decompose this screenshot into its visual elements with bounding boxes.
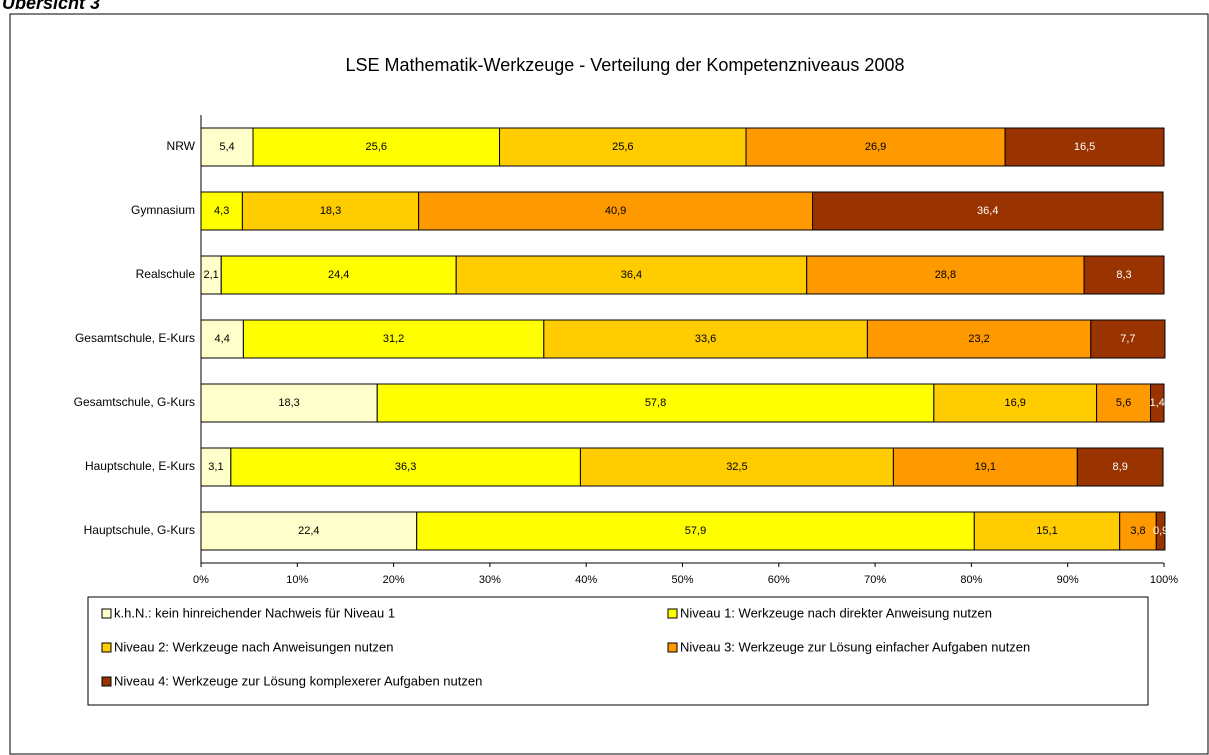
chart-title: LSE Mathematik-Werkzeuge - Verteilung de… xyxy=(346,55,905,75)
data-label: 32,5 xyxy=(726,461,747,473)
y-tick-label: NRW xyxy=(167,139,196,153)
bar-segment xyxy=(1083,255,1165,295)
data-label: 24,4 xyxy=(328,269,349,281)
data-label: 5,6 xyxy=(1116,397,1131,409)
data-label: 8,3 xyxy=(1116,269,1131,281)
data-label: 57,9 xyxy=(685,525,706,537)
bar-segment xyxy=(499,127,747,167)
bar-segment xyxy=(1076,447,1164,487)
bar-segment xyxy=(1004,127,1165,167)
bar-segment xyxy=(1119,511,1157,551)
x-tick-label: 100% xyxy=(1150,574,1178,586)
bar-segment xyxy=(416,511,975,551)
bar-segment xyxy=(973,511,1121,551)
data-label: 33,6 xyxy=(695,333,716,345)
legend-label: Niveau 2: Werkzeuge nach Anweisungen nut… xyxy=(114,639,393,654)
data-label: 40,9 xyxy=(605,205,626,217)
bar-segment xyxy=(579,447,894,487)
data-label: 26,9 xyxy=(865,141,886,153)
data-label: 3,8 xyxy=(1130,525,1145,537)
bar-segment xyxy=(745,127,1006,167)
bar-segment xyxy=(252,127,501,167)
data-label: 16,9 xyxy=(1005,397,1026,409)
y-tick-label: Gymnasium xyxy=(131,203,195,217)
data-label: 4,4 xyxy=(215,333,230,345)
bar-segment xyxy=(200,511,418,551)
bar-segment xyxy=(543,319,868,359)
bar-segment xyxy=(933,383,1098,423)
legend-label: Niveau 3: Werkzeuge zur Lösung einfacher… xyxy=(680,639,1030,654)
legend-label: Niveau 4: Werkzeuge zur Lösung komplexer… xyxy=(114,673,482,688)
bar-segment xyxy=(806,255,1085,295)
bar-segment xyxy=(241,191,420,231)
data-label: 19,1 xyxy=(975,461,996,473)
bar-segment xyxy=(1096,383,1152,423)
page-heading: Übersicht 3 xyxy=(2,0,100,13)
y-tick-label: Realschule xyxy=(136,267,196,281)
data-label: 3,1 xyxy=(208,461,223,473)
bar-segment xyxy=(376,383,935,423)
x-tick-label: 30% xyxy=(479,574,501,586)
data-label: 36,4 xyxy=(977,205,998,217)
x-tick-label: 20% xyxy=(383,574,405,586)
y-tick-label: Gesamtschule, G-Kurs xyxy=(74,395,195,409)
legend-swatch xyxy=(101,676,112,687)
bar-segment xyxy=(418,191,814,231)
data-label: 22,4 xyxy=(298,525,319,537)
x-tick-label: 50% xyxy=(671,574,693,586)
data-label: 25,6 xyxy=(366,141,387,153)
bar-segment xyxy=(200,127,254,167)
x-tick-label: 70% xyxy=(864,574,886,586)
legend-box xyxy=(87,596,1149,706)
data-label: 36,4 xyxy=(621,269,642,281)
legend-swatch xyxy=(101,642,112,653)
bar-segment xyxy=(812,191,1164,231)
data-label: 31,2 xyxy=(383,333,404,345)
data-label: 36,3 xyxy=(395,461,416,473)
data-label: 2,1 xyxy=(203,269,218,281)
legend-label: Niveau 1: Werkzeuge nach direkter Anweis… xyxy=(680,605,992,620)
bar-segment xyxy=(230,447,581,487)
legend-swatch xyxy=(667,608,678,619)
data-label: 57,8 xyxy=(645,397,666,409)
bar-segment xyxy=(455,255,808,295)
legend-label: k.h.N.: kein hinreichender Nachweis für … xyxy=(114,605,395,620)
bar-segment xyxy=(242,319,545,359)
data-label: 16,5 xyxy=(1074,141,1095,153)
data-label: 18,3 xyxy=(278,397,299,409)
x-tick-label: 60% xyxy=(768,574,790,586)
data-label: 4,3 xyxy=(214,205,229,217)
bar-segment xyxy=(220,255,457,295)
data-label: 15,1 xyxy=(1036,525,1057,537)
bar-segment xyxy=(866,319,1092,359)
data-label: 7,7 xyxy=(1120,333,1135,345)
data-label: 0,9 xyxy=(1153,525,1168,537)
x-tick-label: 40% xyxy=(575,574,597,586)
bar-segment xyxy=(1155,511,1166,551)
y-tick-label: Hauptschule, E-Kurs xyxy=(85,459,195,473)
bar-segment xyxy=(1090,319,1166,359)
y-tick-label: Hauptschule, G-Kurs xyxy=(84,523,195,537)
bar-segment xyxy=(1150,383,1165,423)
data-label: 28,8 xyxy=(935,269,956,281)
data-label: 8,9 xyxy=(1113,461,1128,473)
y-tick-label: Gesamtschule, E-Kurs xyxy=(75,331,195,345)
legend-swatch xyxy=(101,608,112,619)
data-label: 23,2 xyxy=(968,333,989,345)
bar-segment xyxy=(892,447,1078,487)
x-tick-label: 10% xyxy=(286,574,308,586)
bar-segment xyxy=(200,383,378,423)
data-label: 25,6 xyxy=(612,141,633,153)
data-label: 5,4 xyxy=(219,141,234,153)
x-tick-label: 80% xyxy=(960,574,982,586)
x-tick-label: 0% xyxy=(193,574,209,586)
legend-swatch xyxy=(667,642,678,653)
x-tick-label: 90% xyxy=(1057,574,1079,586)
data-label: 18,3 xyxy=(320,205,341,217)
data-label: 1,4 xyxy=(1150,397,1165,409)
